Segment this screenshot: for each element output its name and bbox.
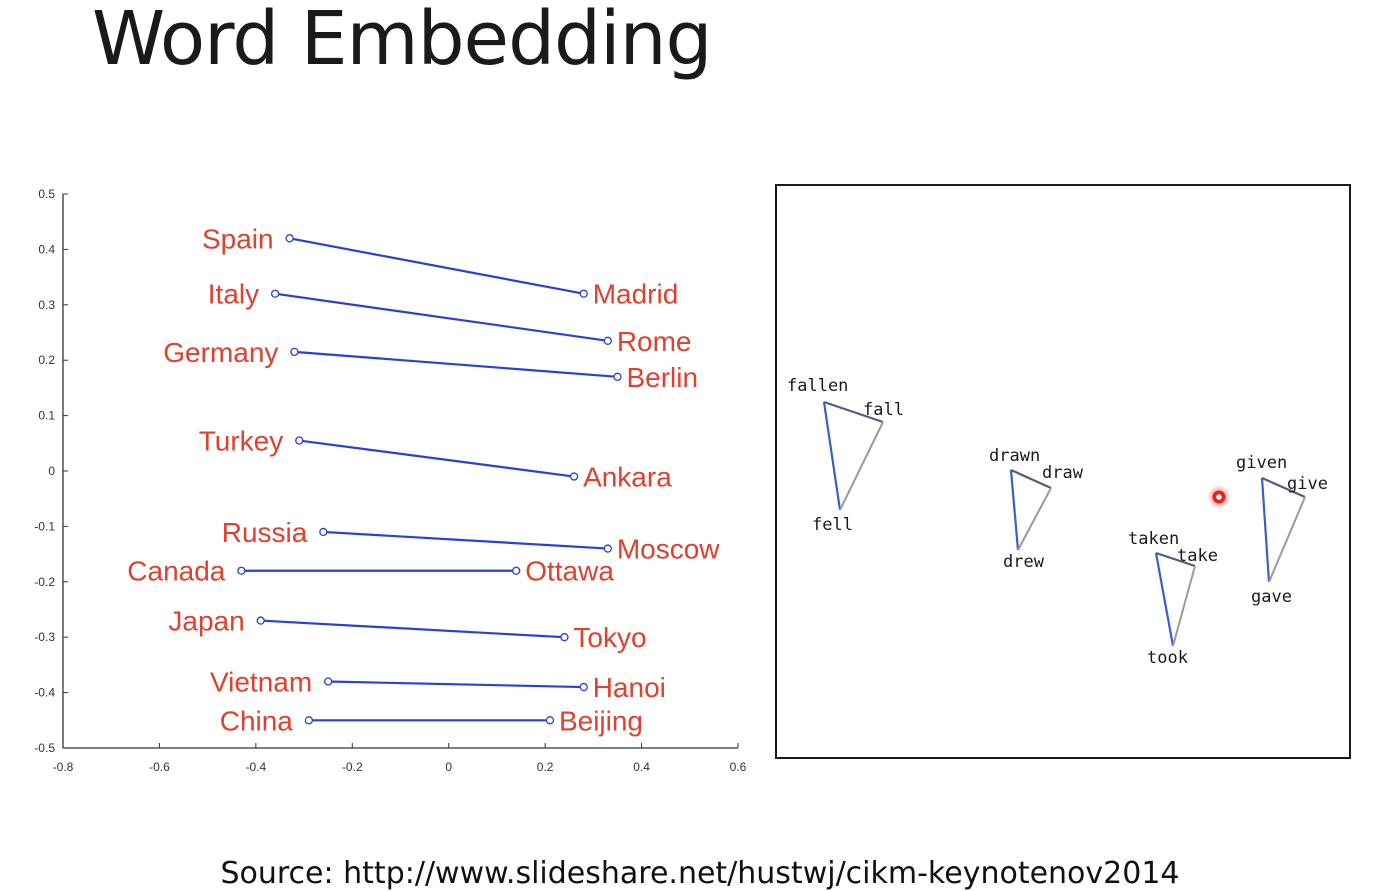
capital-label: Rome bbox=[617, 326, 692, 357]
pair-line bbox=[323, 530, 608, 550]
past-label: drew bbox=[1003, 552, 1045, 572]
country-label: Japan bbox=[168, 606, 244, 637]
triangle-edge bbox=[1260, 477, 1271, 583]
x-tick-label: -0.8 bbox=[53, 760, 74, 774]
y-tick-label: 0 bbox=[48, 464, 55, 478]
triangle-edge bbox=[1010, 468, 1052, 490]
participle-label: given bbox=[1236, 453, 1287, 473]
country-label: Canada bbox=[127, 556, 226, 587]
past-label: fell bbox=[812, 515, 853, 535]
y-tick-label: 0.3 bbox=[38, 298, 55, 312]
capital-point bbox=[603, 336, 612, 345]
triangle-edge bbox=[1268, 496, 1306, 583]
pair-line bbox=[294, 350, 618, 378]
country-point bbox=[324, 677, 333, 686]
triangle-edge bbox=[822, 401, 842, 511]
chart-axes: 0.5 0.4 0.3 0.2 0.1 0 -0.1 -0.2 -0.3 -0.4 -0.5 -0.8… bbox=[34, 187, 746, 774]
y-tick-label: 0.5 bbox=[38, 187, 55, 201]
x-tick-label: 0.2 bbox=[537, 760, 554, 774]
country-label: Italy bbox=[208, 279, 259, 310]
y-tick-label: -0.2 bbox=[34, 575, 55, 589]
y-tick-label: -0.1 bbox=[34, 519, 55, 533]
country-label: China bbox=[220, 705, 294, 736]
x-tick-label: 0.6 bbox=[730, 760, 747, 774]
capital-label: Moscow bbox=[617, 534, 720, 565]
pointer-cursor-icon bbox=[1207, 485, 1231, 509]
pair-line bbox=[260, 619, 565, 639]
pair-line bbox=[328, 680, 584, 689]
chart-pairs: Spain Madrid Italy Rome Germany Berlin Turkey A… bbox=[127, 223, 720, 736]
participle-label: taken bbox=[1128, 529, 1179, 549]
y-tick-label: 0.1 bbox=[38, 409, 55, 423]
triangle-edge bbox=[1172, 565, 1196, 647]
pair-line bbox=[299, 439, 575, 478]
y-tick-label: -0.4 bbox=[34, 686, 55, 700]
past-label: gave bbox=[1251, 587, 1292, 607]
capital-point bbox=[512, 566, 521, 575]
pair-line bbox=[274, 292, 608, 342]
triangle-edge bbox=[1009, 469, 1020, 551]
triangle-edge bbox=[1155, 551, 1196, 568]
x-tick-label: 0.4 bbox=[633, 760, 650, 774]
triangle-edge bbox=[1261, 476, 1306, 499]
country-point bbox=[290, 347, 299, 357]
country-label: Germany bbox=[163, 337, 278, 368]
triangle-edge bbox=[1017, 487, 1052, 551]
country-point bbox=[304, 716, 314, 725]
capital-point bbox=[560, 633, 569, 642]
x-tick-label: -0.2 bbox=[342, 760, 363, 774]
participle-label: fallen bbox=[787, 376, 848, 396]
capital-label: Beijing bbox=[559, 705, 643, 736]
country-capital-chart: 0.5 0.4 0.3 0.2 0.1 0 -0.1 -0.2 -0.3 -0.4 -0.5 -0.8… bbox=[34, 187, 746, 774]
country-label: Spain bbox=[202, 223, 274, 254]
country-point bbox=[270, 289, 280, 298]
country-point bbox=[319, 527, 328, 537]
triangle-edge bbox=[839, 421, 884, 511]
country-label: Vietnam bbox=[210, 667, 312, 698]
capital-point bbox=[603, 544, 612, 553]
country-label: Russia bbox=[222, 517, 308, 548]
capital-label: Berlin bbox=[626, 362, 698, 393]
verb-tense-panel: fallen fall fell drawn draw drew taken take took… bbox=[775, 184, 1351, 759]
present-label: give bbox=[1287, 474, 1328, 494]
country-point bbox=[256, 616, 265, 625]
capital-point bbox=[545, 716, 555, 725]
present-label: fall bbox=[863, 400, 904, 420]
country-point bbox=[237, 566, 246, 575]
triangle-edge bbox=[823, 400, 884, 424]
country-label: Turkey bbox=[199, 426, 284, 457]
present-label: draw bbox=[1042, 463, 1084, 483]
participle-label: drawn bbox=[989, 446, 1040, 466]
present-label: take bbox=[1177, 546, 1218, 566]
capital-label: Hanoi bbox=[593, 672, 666, 703]
y-tick-label: -0.5 bbox=[34, 741, 55, 755]
source-citation: Source: http://www.slideshare.net/hustwj… bbox=[220, 856, 1180, 891]
capital-label: Madrid bbox=[593, 279, 679, 310]
y-tick-label: 0.2 bbox=[38, 353, 55, 367]
capital-point bbox=[613, 372, 622, 381]
x-tick-label: -0.4 bbox=[246, 760, 267, 774]
x-tick-label: 0 bbox=[445, 760, 452, 774]
slide-title: Word Embedding bbox=[92, 0, 712, 82]
verb-triangle: fallen fall fell bbox=[787, 376, 904, 535]
capital-label: Tokyo bbox=[573, 622, 646, 653]
country-point bbox=[295, 436, 304, 445]
y-tick-label: 0.4 bbox=[38, 242, 55, 256]
capital-point bbox=[579, 289, 588, 298]
country-point bbox=[285, 234, 294, 243]
capital-label: Ankara bbox=[583, 462, 672, 493]
y-tick-label: -0.3 bbox=[34, 630, 55, 644]
capital-point bbox=[579, 682, 588, 692]
past-label: took bbox=[1147, 648, 1188, 668]
capital-point bbox=[569, 472, 579, 481]
pair-line bbox=[289, 237, 584, 295]
capital-label: Ottawa bbox=[525, 556, 614, 587]
x-tick-label: -0.6 bbox=[149, 760, 170, 774]
triangle-edge bbox=[1154, 552, 1175, 647]
